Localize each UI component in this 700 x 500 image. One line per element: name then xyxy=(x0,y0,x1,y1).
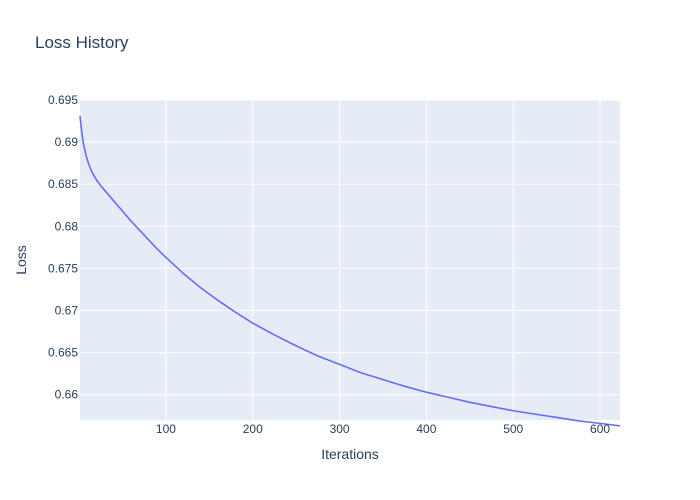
plot-background xyxy=(80,100,620,420)
loss-series-line xyxy=(79,115,621,427)
y-gridlines xyxy=(80,99,620,396)
y-tick-label: 0.665 xyxy=(48,346,78,360)
y-axis-title: Loss xyxy=(13,245,29,275)
y-tick-label: 0.695 xyxy=(48,93,78,107)
y-tick-label: 0.69 xyxy=(55,135,79,149)
x-tick-label: 400 xyxy=(416,422,436,436)
y-tick-labels: 0.66 0.665 0.67 0.675 0.68 0.685 0.69 0.695 xyxy=(48,93,78,402)
x-tick-label: 600 xyxy=(590,422,610,436)
y-tick-label: 0.675 xyxy=(48,261,78,275)
series-layer xyxy=(79,115,621,427)
x-axis-title: Iterations xyxy=(321,446,379,462)
x-tick-label: 500 xyxy=(503,422,523,436)
x-gridlines xyxy=(165,100,601,420)
y-tick-label: 0.68 xyxy=(55,219,79,233)
y-tick-label: 0.67 xyxy=(55,304,79,318)
y-tick-label: 0.66 xyxy=(55,388,79,402)
x-tick-label: 100 xyxy=(156,422,176,436)
chart-title: Loss History xyxy=(35,33,129,52)
x-tick-labels: 100 200 300 400 500 600 xyxy=(156,422,610,436)
y-tick-label: 0.685 xyxy=(48,177,78,191)
x-tick-label: 300 xyxy=(330,422,350,436)
x-tick-label: 200 xyxy=(243,422,263,436)
